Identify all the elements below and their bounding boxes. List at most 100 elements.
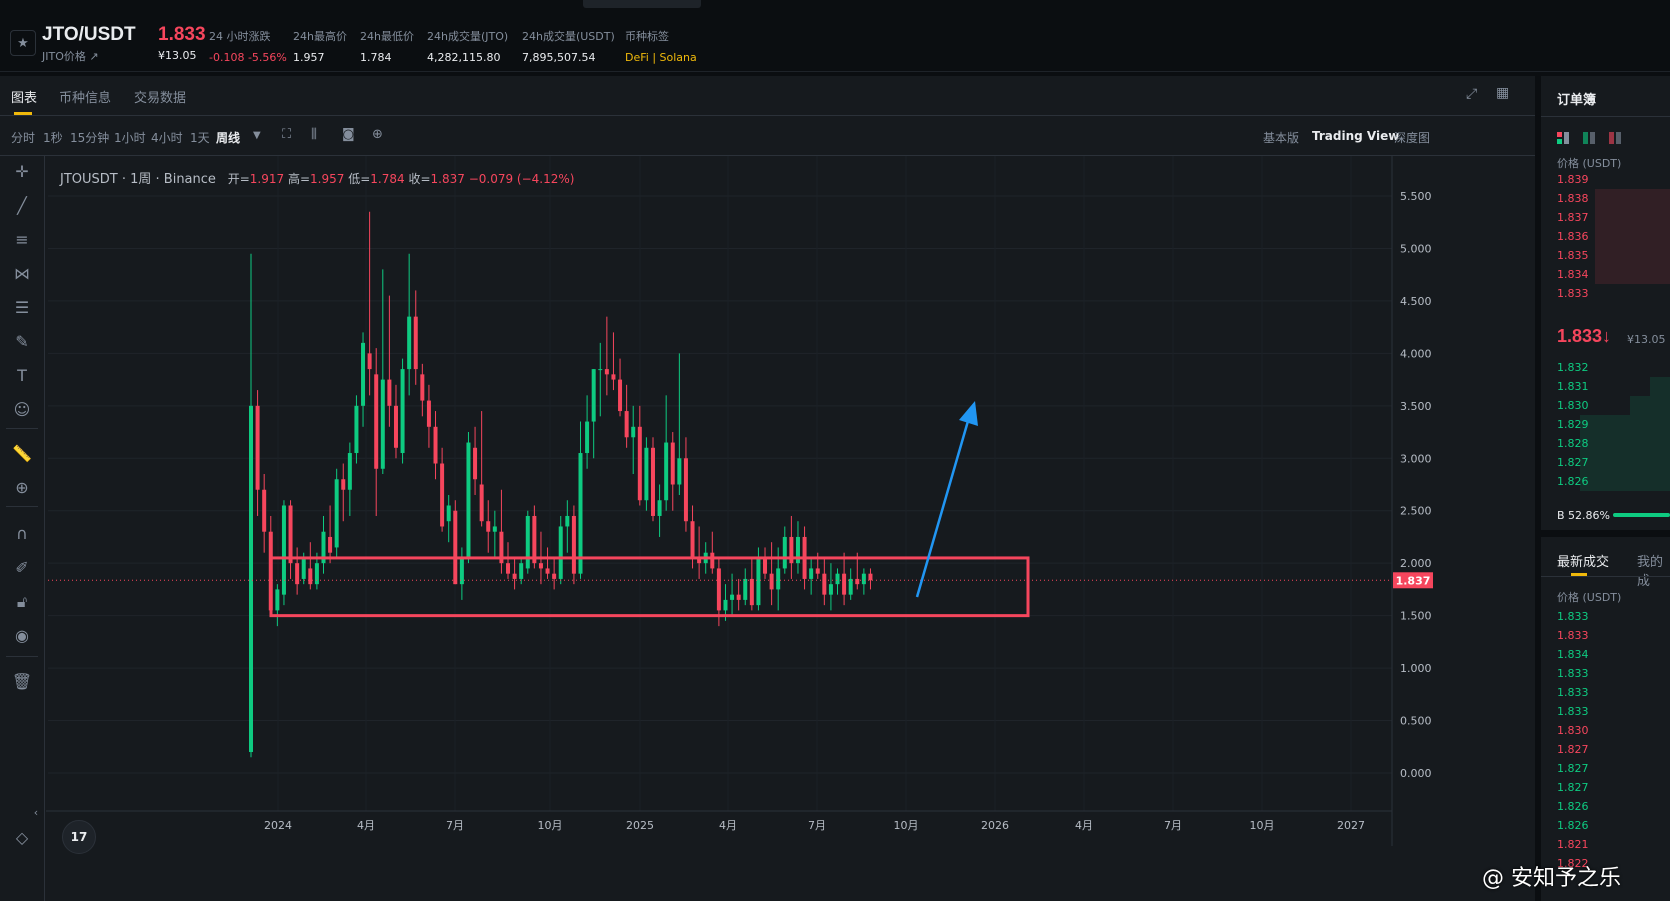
ask-row[interactable]: 1.839 (1541, 170, 1670, 189)
brush-icon[interactable]: ✎ (15, 332, 29, 351)
orderbook-bids-icon[interactable] (1583, 132, 1595, 144)
bid-row[interactable]: 1.828 (1541, 434, 1670, 453)
trade-price: 1.834 (1557, 648, 1589, 661)
interval-time[interactable]: 分时 (11, 131, 36, 145)
interval-dropdown-icon[interactable]: ▼ (253, 130, 261, 141)
eye-icon[interactable]: ◉ (15, 626, 29, 645)
candle-body (822, 573, 827, 595)
lock-icon[interactable]: 🔓︎ (16, 592, 28, 611)
candle-body (506, 563, 511, 574)
interval-4h[interactable]: 4小时 (151, 131, 183, 145)
candle-body (387, 379, 392, 406)
crosshair-icon[interactable]: ✛ (15, 162, 29, 181)
last-price: 1.833 (158, 24, 206, 45)
zoom-icon[interactable]: ⊕ (15, 478, 29, 497)
ruler-icon[interactable]: 📏 (12, 444, 32, 463)
candle-body (710, 552, 715, 569)
active-tab-indicator (1571, 573, 1587, 576)
view-basic[interactable]: 基本版 (1263, 131, 1300, 145)
pair-name[interactable]: JTO/USDT (42, 24, 136, 45)
tab-latest-trades[interactable]: 最新成交 (1557, 555, 1610, 570)
chart-type-icon[interactable]: ⫼ (311, 127, 317, 142)
orderbook-price-header: 价格 (USDT) (1557, 157, 1622, 170)
horizontal-lines-icon[interactable]: ≡ (15, 230, 29, 249)
candle-body (855, 578, 860, 585)
candle-body (328, 536, 333, 553)
candle-body (453, 510, 458, 585)
time-tick-label: 2026 (981, 819, 1009, 832)
candle-body (611, 374, 616, 380)
ask-row[interactable]: 1.837 (1541, 208, 1670, 227)
view-depth[interactable]: 深度图 (1394, 131, 1431, 145)
bid-row[interactable]: 1.831 (1541, 377, 1670, 396)
trade-price: 1.833 (1557, 686, 1589, 699)
indicators-icon[interactable]: ⛶ (282, 127, 292, 142)
candle-body (565, 515, 570, 527)
candle-body (532, 515, 537, 564)
candle-body (367, 353, 372, 370)
orderbook-asks-icon[interactable] (1609, 132, 1621, 144)
ask-price: 1.833 (1557, 287, 1589, 300)
ask-price: 1.834 (1557, 268, 1589, 281)
ask-row[interactable]: 1.838 (1541, 189, 1670, 208)
bid-price: 1.829 (1557, 418, 1589, 431)
ask-row[interactable]: 1.835 (1541, 246, 1670, 265)
price-tick-label: 2.500 (1400, 505, 1432, 518)
candle-body (650, 447, 655, 516)
bid-row[interactable]: 1.830 (1541, 396, 1670, 415)
pattern-icon[interactable]: ⋈ (14, 264, 30, 283)
interval-1w[interactable]: 周线 (216, 131, 241, 145)
camera-icon[interactable]: ◙ (342, 127, 355, 142)
interval-15m[interactable]: 15分钟 (70, 131, 110, 145)
price-chart[interactable]: 5.500 5.000 4.500 4.000 3.500 3.000 2.500 2.000… (0, 156, 1535, 901)
time-tick-label: 10月 (538, 819, 563, 832)
tab-trading-data[interactable]: 交易数据 (134, 91, 187, 106)
trash-icon[interactable]: 🗑︎ (11, 672, 33, 691)
fullscreen-icon[interactable]: ⤢ (1466, 86, 1478, 102)
view-tradingview[interactable]: Trading View (1312, 129, 1400, 143)
orderbook-both-icon[interactable] (1557, 132, 1569, 144)
trendline-icon[interactable]: ╱ (17, 196, 27, 215)
ask-row[interactable]: 1.836 (1541, 227, 1670, 246)
tab-coin-info[interactable]: 币种信息 (59, 91, 112, 106)
range-box-annotation[interactable] (269, 556, 1030, 618)
pair-price-link[interactable]: JITO价格 ↗ (42, 50, 99, 63)
interval-1h[interactable]: 1小时 (114, 131, 146, 145)
candle-body (631, 426, 636, 438)
bid-depth-bar (1630, 396, 1670, 415)
bid-row[interactable]: 1.827 (1541, 453, 1670, 472)
interval-1d[interactable]: 1天 (190, 131, 210, 145)
candle-body (519, 563, 524, 579)
tab-my-trades[interactable]: 我的成 (1637, 555, 1664, 589)
ask-depth-bar (1595, 189, 1670, 208)
coin-tags-link[interactable]: DeFi | Solana (625, 51, 697, 64)
ask-row[interactable]: 1.834 (1541, 265, 1670, 284)
collapse-arrow-icon[interactable]: ‹ (33, 806, 39, 819)
tradingview-logo[interactable]: 17 (62, 820, 96, 854)
time-tick-label: 4月 (357, 819, 375, 832)
layers-icon[interactable]: ◇ (15, 828, 29, 847)
candle-body (552, 573, 557, 579)
tab-chart[interactable]: 图表 (11, 91, 38, 106)
lock-drawing-icon[interactable]: ✐ (15, 558, 29, 577)
ask-row[interactable]: 1.833 (1541, 284, 1670, 303)
interval-1s[interactable]: 1秒 (43, 131, 63, 145)
stat-label: 24h成交量(JTO) (427, 30, 509, 43)
bid-row[interactable]: 1.832 (1541, 358, 1670, 377)
buy-ratio: B 52.86% (1557, 509, 1610, 522)
layout-grid-icon[interactable]: ▦ (1496, 85, 1510, 101)
price-tick-label: 4.000 (1400, 347, 1432, 360)
bid-row[interactable]: 1.829 (1541, 415, 1670, 434)
text-icon[interactable]: T (17, 366, 27, 385)
candle-body (407, 316, 412, 370)
arrow-annotation[interactable] (915, 420, 970, 598)
candle-body (723, 599, 728, 611)
fib-icon[interactable]: ☰ (14, 298, 30, 317)
magnet-icon[interactable]: ∩ (16, 524, 28, 543)
candle-body (308, 568, 313, 585)
candle-body (657, 500, 662, 516)
bid-row[interactable]: 1.826 (1541, 472, 1670, 491)
favorite-star-icon[interactable]: ★ (10, 30, 36, 56)
add-icon[interactable]: ⊕ (372, 127, 383, 142)
emoji-icon[interactable]: ☺ (13, 400, 31, 419)
